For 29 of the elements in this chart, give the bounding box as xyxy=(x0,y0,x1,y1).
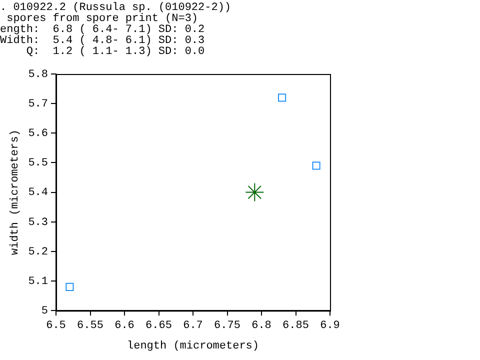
point xyxy=(66,282,74,291)
point xyxy=(278,94,286,102)
y-tick-label: 5.3 xyxy=(28,216,48,229)
x-tick-label: 6.8 xyxy=(252,320,272,332)
chart-title: . 010922.2 (Russula sp. (010922-2)) xyxy=(0,2,232,14)
y-tick-label: 5.6 xyxy=(28,128,48,140)
x-tick-label: 6.6 xyxy=(114,320,134,332)
x-tick-label: 6.9 xyxy=(320,320,340,332)
y-tick-label: 5.5 xyxy=(28,158,48,170)
y-tick-label: 5.2 xyxy=(28,246,48,258)
y-tick-label: 5.7 xyxy=(28,98,48,110)
y-tick-label: 5.4 xyxy=(28,187,48,200)
x-tick-label: 6.85 xyxy=(282,320,309,332)
text: Q: 1.2 ( 1.1- 1.3) SD: 0.0 xyxy=(25,46,206,58)
chart-subtitle: spores from spore print (N=3) xyxy=(6,13,198,25)
x-tick-label: 6.65 xyxy=(146,320,172,332)
point xyxy=(312,162,320,170)
x-tick-label: 6.5 xyxy=(46,320,66,332)
y-tick-label: 5.8 xyxy=(28,68,48,81)
y-tick-label: 5 xyxy=(41,306,48,318)
y-axis-title: width (micrometers) xyxy=(10,130,22,256)
point xyxy=(245,182,264,202)
y-tick-label: 5.1 xyxy=(28,276,48,288)
x-tick-label: 6.55 xyxy=(77,320,104,332)
text: ength: 6.8 ( 6.4- 7.1) SD: 0.2 xyxy=(0,24,206,36)
x-tick-label: 6.7 xyxy=(183,320,203,332)
text: Width: 5.4 ( 4.8- 6.1) SD: 0.3 xyxy=(0,35,206,47)
x-tick-label: 6.75 xyxy=(214,320,240,332)
x-axis-title: length (micrometers) xyxy=(126,340,260,352)
